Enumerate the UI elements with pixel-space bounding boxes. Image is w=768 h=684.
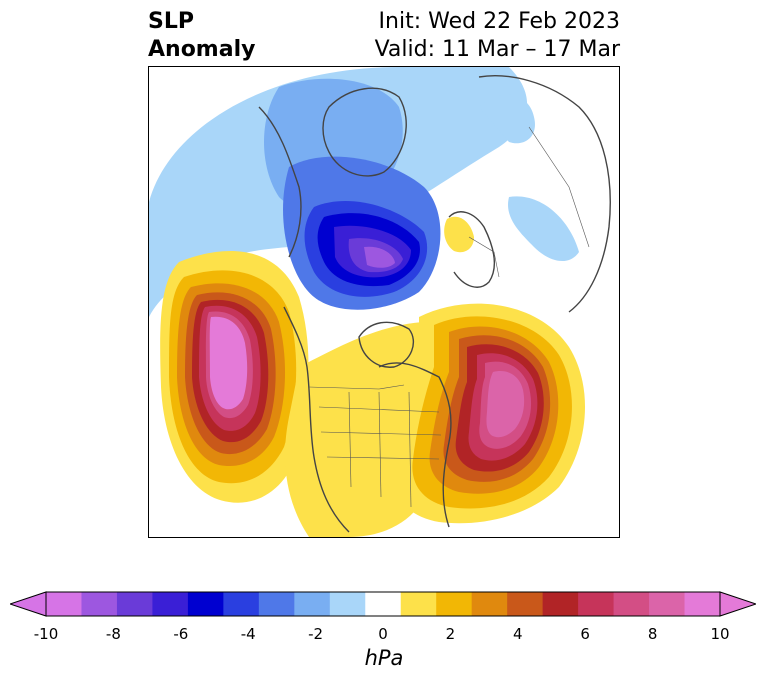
us-state-lines-6: [408, 391, 412, 508]
colorbar-segment: [187, 592, 224, 616]
colorbar-segment: [649, 592, 686, 616]
colorbar-segment: [365, 592, 402, 616]
colorbar-over-arrow: [719, 591, 756, 617]
eurasia-coast: [478, 75, 611, 313]
scandinavia-weak-high: [444, 216, 474, 253]
colorbar-segment: [613, 592, 650, 616]
colorbar-tick-label: -4: [240, 625, 256, 643]
europe-coast: [448, 211, 496, 288]
anomaly-contour-neg-8: [364, 246, 395, 268]
init-date: Init: Wed 22 Feb 2023: [378, 9, 620, 34]
colorbar-segment: [471, 592, 508, 616]
colorbar-segment: [294, 592, 331, 616]
colorbar-unit-label: hPa: [364, 646, 404, 670]
colorbar-tick-label: -10: [33, 625, 59, 643]
colorbar-under-arrow: [10, 591, 47, 617]
anomaly-contour-neg-1c: [508, 196, 579, 262]
colorbar-tick-label: -8: [105, 625, 121, 643]
colorbar-segment: [542, 592, 579, 616]
atlantic-high-contour-8: [486, 371, 525, 438]
hudson-bay-coast: [358, 321, 414, 368]
negative-anomaly-field: [149, 67, 579, 317]
north-america-west-coast: [283, 306, 350, 533]
colorbar-outline: [45, 591, 721, 617]
pacific-high-contour-8: [209, 316, 248, 410]
colorbar-tick-label: 10: [710, 625, 730, 643]
greenland-coast: [322, 87, 407, 177]
russia-borders: [528, 126, 590, 248]
variable-name: SLP: [148, 9, 194, 34]
chart-title-left: SLP Anomaly: [148, 8, 255, 64]
us-canada-border: [308, 384, 405, 390]
colorbar-segment: [116, 592, 153, 616]
variable-subtitle: Anomaly: [148, 37, 256, 62]
colorbar-segment: [400, 592, 437, 616]
europe-borders: [468, 236, 500, 278]
country-borders: [308, 126, 590, 508]
us-state-lines-1: [318, 406, 440, 413]
colorbar-segment: [46, 592, 82, 616]
colorbar-segment: [81, 592, 118, 616]
colorbar-segment: [578, 592, 615, 616]
slp-anomaly-map: [149, 67, 611, 537]
colorbar-segment: [329, 592, 366, 616]
colorbar-segment: [684, 592, 721, 616]
alaska-coast: [258, 106, 302, 258]
positive-anomaly-field: [160, 216, 586, 537]
map-panel: [148, 66, 620, 538]
colorbar-segment: [507, 592, 544, 616]
valid-range: Valid: 11 Mar – 17 Mar: [374, 37, 620, 62]
colorbar-segment: [436, 592, 473, 616]
us-state-lines-3: [326, 456, 440, 460]
colorbar-tick-label: 8: [647, 625, 658, 643]
colorbar-segment: [223, 592, 260, 616]
colorbar: [10, 591, 756, 617]
coastlines: [258, 75, 611, 533]
chart-title-right: Init: Wed 22 Feb 2023 Valid: 11 Mar – 17…: [375, 8, 620, 64]
colorbar-segment: [258, 592, 295, 616]
colorbar-segment: [152, 592, 189, 616]
colorbar-tick-label: 0: [378, 625, 388, 643]
colorbar-tick-label: 6: [580, 625, 590, 643]
colorbar-tick-label: 2: [445, 625, 456, 643]
us-state-lines-2: [320, 431, 442, 436]
us-state-lines-4: [348, 391, 352, 488]
us-state-lines-5: [378, 391, 382, 498]
colorbar-tick-label: 4: [513, 625, 523, 643]
north-america-east-coast: [378, 362, 452, 528]
anomaly-contour-neg-1b: [479, 94, 535, 144]
colorbar-tick-label: -6: [173, 625, 189, 643]
colorbar-tick-label: -2: [308, 625, 324, 643]
